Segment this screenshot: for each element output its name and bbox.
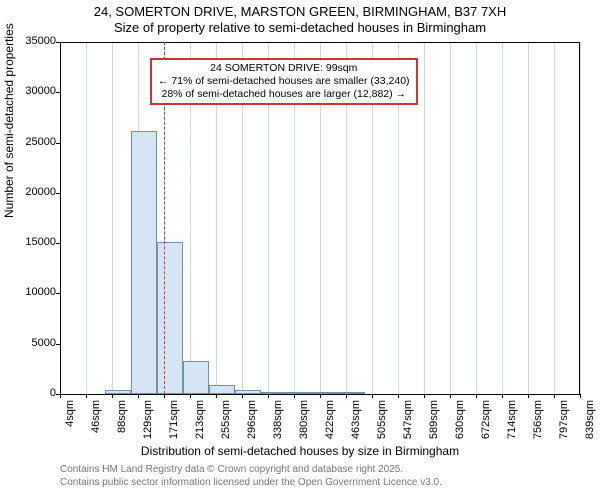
xtick-mark [346,394,347,398]
xtick-label: 589sqm [428,400,440,460]
footer-attribution: Contains HM Land Registry data © Crown c… [60,464,442,489]
ytick-label: 10000 [6,286,56,298]
xtick-mark [216,394,217,398]
callout-line3: 28% of semi-detached houses are larger (… [158,88,410,101]
xtick-mark [398,394,399,398]
gridline-v [502,43,503,394]
xtick-label: 380sqm [298,400,310,460]
ytick-mark [56,293,60,294]
callout-line1: 24 SOMERTON DRIVE: 99sqm [158,62,410,75]
xtick-label: 171sqm [168,400,180,460]
callout-box: 24 SOMERTON DRIVE: 99sqm ← 71% of semi-d… [150,58,418,105]
xtick-mark [450,394,451,398]
xtick-mark [424,394,425,398]
xtick-label: 672sqm [480,400,492,460]
xtick-label: 714sqm [506,400,518,460]
xtick-mark [60,394,61,398]
xtick-label: 255sqm [220,400,232,460]
xtick-mark [320,394,321,398]
gridline-v [86,43,87,394]
callout-line2: ← 71% of semi-detached houses are smalle… [158,75,410,88]
xtick-mark [268,394,269,398]
xtick-mark [164,394,165,398]
xtick-mark [502,394,503,398]
chart-title-line2: Size of property relative to semi-detach… [0,20,600,35]
ytick-label: 35000 [6,35,56,47]
xtick-mark [476,394,477,398]
y-axis-line [60,42,61,394]
xtick-label: 338sqm [272,400,284,460]
xtick-label: 630sqm [454,400,466,460]
ytick-mark [56,344,60,345]
ytick-label: 25000 [6,136,56,148]
ytick-mark [56,42,60,43]
xtick-mark [112,394,113,398]
xtick-label: 463sqm [350,400,362,460]
bar [183,361,209,394]
xtick-label: 46sqm [90,400,102,460]
bar [209,385,235,394]
chart-title-line1: 24, SOMERTON DRIVE, MARSTON GREEN, BIRMI… [0,4,600,19]
gridline-v [580,43,581,394]
xtick-label: 547sqm [402,400,414,460]
xtick-mark [138,394,139,398]
ytick-label: 15000 [6,236,56,248]
xtick-label: 296sqm [246,400,258,460]
ytick-label: 5000 [6,337,56,349]
xtick-label: 422sqm [324,400,336,460]
bar [157,242,183,394]
gridline-v [112,43,113,394]
xtick-mark [86,394,87,398]
footer-line1: Contains HM Land Registry data © Crown c… [60,464,442,477]
xtick-label: 88sqm [116,400,128,460]
xtick-mark [190,394,191,398]
xtick-label: 505sqm [376,400,388,460]
xtick-label: 4sqm [64,400,76,460]
ytick-mark [56,143,60,144]
xtick-label: 756sqm [532,400,544,460]
ytick-label: 20000 [6,186,56,198]
xtick-mark [580,394,581,398]
ytick-mark [56,243,60,244]
gridline-v [528,43,529,394]
ytick-mark [56,92,60,93]
gridline-v [450,43,451,394]
gridline-v [476,43,477,394]
ytick-label: 0 [6,387,56,399]
xtick-label: 797sqm [558,400,570,460]
xtick-mark [294,394,295,398]
xtick-mark [242,394,243,398]
xtick-mark [372,394,373,398]
gridline-v [554,43,555,394]
ytick-label: 30000 [6,85,56,97]
chart-container: 24, SOMERTON DRIVE, MARSTON GREEN, BIRMI… [0,0,600,500]
xtick-label: 839sqm [584,400,596,460]
bar [131,131,157,394]
xtick-mark [554,394,555,398]
footer-line2: Contains public sector information licen… [60,477,442,490]
gridline-v [424,43,425,394]
xtick-label: 213sqm [194,400,206,460]
xtick-mark [528,394,529,398]
xtick-label: 129sqm [142,400,154,460]
ytick-mark [56,193,60,194]
